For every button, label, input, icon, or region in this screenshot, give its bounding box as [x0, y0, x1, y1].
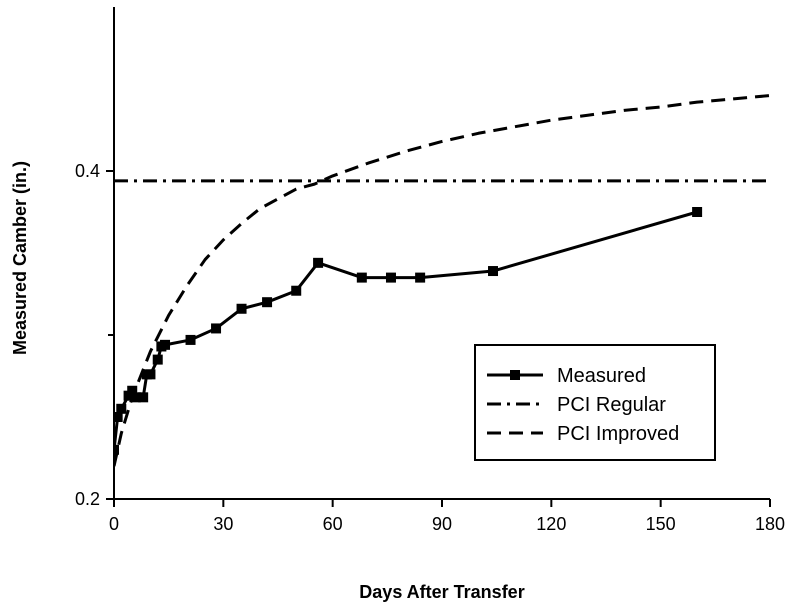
series-line-pci-improved [114, 94, 770, 467]
x-tick-label: 150 [646, 514, 676, 534]
measured-point-12 [185, 334, 196, 345]
measured-point-19 [385, 272, 396, 283]
measured-point-13 [211, 323, 222, 334]
x-tick-label: 120 [536, 514, 566, 534]
measured-point-20 [415, 272, 426, 283]
measured-point-16 [291, 285, 302, 296]
measured-point-14 [236, 303, 247, 314]
x-tick-label: 60 [323, 514, 343, 534]
measured-point-15 [262, 297, 273, 308]
measured-point-2 [116, 403, 127, 414]
measured-point-21 [488, 266, 499, 277]
measured-point-4 [127, 385, 138, 396]
measured-point-18 [356, 272, 367, 283]
legend-marker [510, 370, 520, 380]
x-axis-title: Days After Transfer [359, 582, 524, 602]
legend-label: Measured [557, 365, 646, 387]
x-tick-label: 30 [213, 514, 233, 534]
measured-point-17 [313, 257, 324, 268]
measured-point-11 [160, 339, 171, 350]
y-tick-label: 0.4 [75, 161, 100, 181]
x-tick-label: 90 [432, 514, 452, 534]
y-tick-label: 0.2 [75, 489, 100, 509]
tick-labels: 0 30 60 90 120 150 180 0.2 0.4 [75, 161, 785, 534]
legend-label: PCI Improved [557, 423, 679, 445]
measured-point-0 [114, 444, 119, 455]
legend-box [474, 344, 716, 461]
x-tick-label: 180 [755, 514, 785, 534]
measured-point-1 [114, 412, 123, 422]
measured-point-22 [692, 207, 703, 217]
measured-point-9 [152, 354, 163, 365]
measured-point-6 [138, 392, 149, 403]
y-axis-title: Measured Camber (in.) [10, 161, 30, 355]
plot-area [114, 94, 770, 467]
legend-label: PCI Regular [557, 394, 666, 416]
axes [106, 7, 771, 507]
x-tick-label: 0 [109, 514, 119, 534]
measured-point-5 [130, 392, 141, 403]
measured-point-8 [145, 369, 156, 380]
legend: Measured PCI Regular PCI Improved [474, 344, 716, 461]
